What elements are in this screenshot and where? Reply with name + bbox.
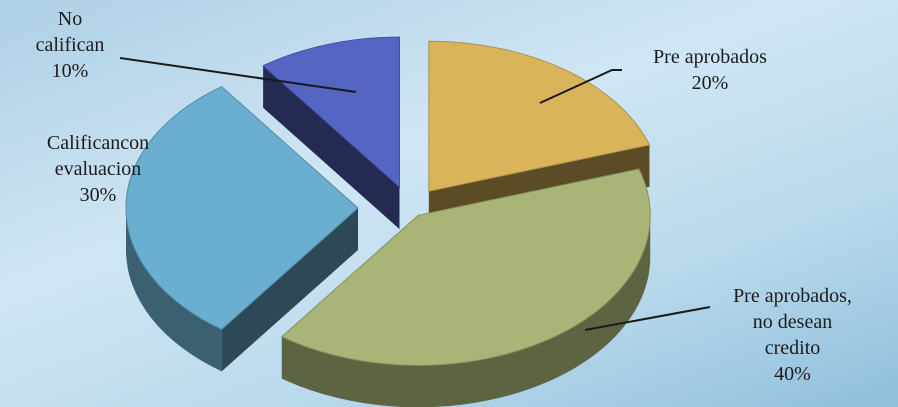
pie-slice-wall	[221, 208, 358, 372]
label-percent: 40%	[774, 363, 811, 385]
label-percent: 10%	[51, 60, 89, 82]
leader-line	[119, 57, 357, 93]
label-line: No	[57, 8, 83, 30]
label-percent: 20%	[691, 72, 729, 94]
pie-slice-2	[280, 168, 651, 366]
label-line: Pre aprobados,	[733, 285, 852, 307]
leader-line	[539, 69, 622, 104]
label-percent: 30%	[79, 184, 117, 206]
leader-line	[584, 306, 711, 331]
pie-slice-side	[281, 215, 651, 407]
label-no-desean-credito: Pre aprobados, no desean credito 40%	[705, 283, 880, 387]
label-pre-aprobados: Pre aprobados 20%	[610, 44, 810, 96]
pie-slice-side	[126, 208, 222, 372]
leader-lines	[119, 57, 711, 331]
pie-slice-3	[125, 86, 359, 330]
label-no-califican: No califican 10%	[10, 6, 130, 84]
pie-slice-wall	[263, 65, 400, 230]
pie-slice-4	[262, 36, 400, 189]
label-line: Pre aprobados	[653, 46, 767, 68]
label-califican-con-evaluacion: Calificancon evaluacion 30%	[8, 130, 188, 208]
pie-slice-1	[428, 40, 651, 192]
label-line: credito	[764, 337, 821, 359]
label-line: califican	[35, 34, 105, 56]
label-line: no desean	[752, 311, 833, 333]
label-line: evaluacion	[54, 158, 142, 180]
label-line: Calificancon	[46, 132, 150, 154]
